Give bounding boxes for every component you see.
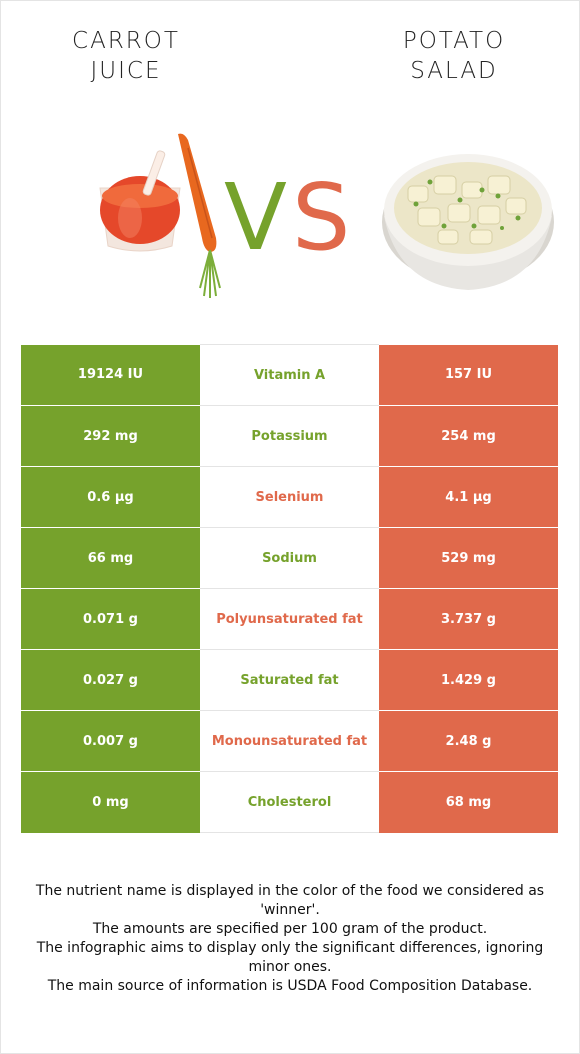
left-food-value: 0 mg — [21, 771, 200, 833]
footnote-line: The amounts are specified per 100 gram o… — [92, 921, 488, 937]
nutrient-name: Sodium — [200, 527, 379, 589]
left-food-value: 0.6 µg — [21, 466, 200, 528]
right-food-title: POTATO SALAD — [402, 28, 506, 84]
right-food-value: 3.737 g — [379, 588, 558, 650]
nutrient-row: 19124 IU Vitamin A 157 IU — [21, 344, 558, 406]
right-food-value: 4.1 µg — [379, 466, 558, 528]
left-food-value: 0.027 g — [21, 649, 200, 711]
right-food-value: 157 IU — [379, 344, 558, 406]
nutrient-row: 0.007 g Monounsaturated fat 2.48 g — [21, 710, 558, 772]
nutrient-name: Monounsaturated fat — [200, 710, 379, 772]
footnote: The nutrient name is displayed in the co… — [20, 882, 560, 996]
left-food-value: 292 mg — [21, 405, 200, 467]
nutrient-row: 0.6 µg Selenium 4.1 µg — [21, 466, 558, 528]
vs-letter-s: S — [292, 164, 351, 271]
left-food-value: 0.007 g — [21, 710, 200, 772]
nutrient-row: 292 mg Potassium 254 mg — [21, 405, 558, 467]
right-food-value: 529 mg — [379, 527, 558, 589]
left-food-value: 19124 IU — [21, 344, 200, 406]
nutrient-name: Potassium — [200, 405, 379, 467]
nutrient-name: Saturated fat — [200, 649, 379, 711]
nutrient-row: 0 mg Cholesterol 68 mg — [21, 771, 558, 833]
nutrient-name: Polyunsaturated fat — [200, 588, 379, 650]
nutrient-name: Vitamin A — [200, 344, 379, 406]
footnote-line: The nutrient name is displayed in the co… — [35, 883, 545, 918]
right-food-value: 1.429 g — [379, 649, 558, 711]
nutrient-row: 0.027 g Saturated fat 1.429 g — [21, 649, 558, 711]
vs-letter-v: V — [224, 164, 287, 271]
nutrient-name: Selenium — [200, 466, 379, 528]
footnote-line: The main source of information is USDA F… — [47, 978, 533, 994]
nutrient-row: 66 mg Sodium 529 mg — [21, 527, 558, 589]
left-food-title: CARROT JUICE — [72, 28, 180, 84]
right-food-value: 254 mg — [379, 405, 558, 467]
nutrient-comparison-table: 19124 IU Vitamin A 157 IU 292 mg Potassium 25… — [21, 344, 558, 833]
right-food-value: 2.48 g — [379, 710, 558, 772]
left-food-value: 0.071 g — [21, 588, 200, 650]
carrot-juice-image — [99, 133, 221, 298]
right-food-value: 68 mg — [379, 771, 558, 833]
nutrient-row: 0.071 g Polyunsaturated fat 3.737 g — [21, 588, 558, 650]
left-food-value: 66 mg — [21, 527, 200, 589]
nutrient-name: Cholesterol — [200, 771, 379, 833]
potato-salad-image — [382, 154, 554, 290]
footnote-line: The infographic aims to display only the… — [36, 940, 544, 975]
